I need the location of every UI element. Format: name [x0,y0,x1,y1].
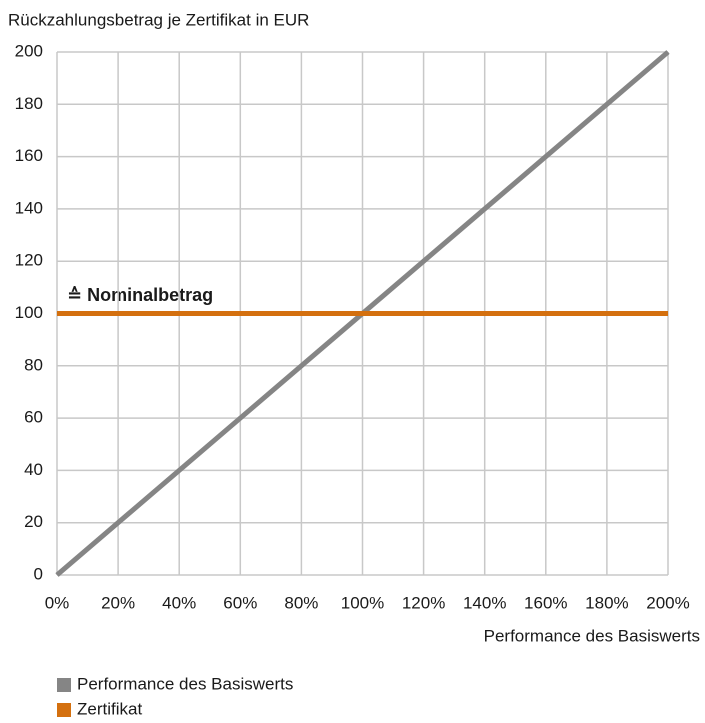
y-tick-label: 20 [24,512,43,531]
x-tick-label: 120% [402,593,445,612]
x-tick-label: 140% [463,593,506,612]
y-tick-label: 160 [15,146,43,165]
x-tick-label: 40% [162,593,196,612]
x-tick-label: 0% [45,593,70,612]
y-tick-label: 80 [24,355,43,374]
y-tick-label: 40 [24,460,43,479]
y-tick-label: 100 [15,303,43,322]
y-tick-label: 200 [15,41,43,60]
y-tick-label: 180 [15,94,43,113]
y-tick-label: 0 [34,564,43,583]
x-tick-label: 100% [341,593,384,612]
annotation: ≙ Nominalbetrag [67,285,213,305]
x-tick-label: 160% [524,593,567,612]
x-tick-label: 180% [585,593,628,612]
y-axis-title: Rückzahlungsbetrag je Zertifikat in EUR [8,10,309,29]
y-tick-label: 140 [15,198,43,217]
y-tick-label: 120 [15,251,43,270]
x-tick-label: 200% [646,593,689,612]
y-tick-label: 60 [24,408,43,427]
x-axis-title: Performance des Basiswerts [484,626,700,645]
legend-label: Performance des Basiswerts [77,674,293,693]
x-tick-label: 80% [284,593,318,612]
legend-label: Zertifikat [77,699,142,718]
legend-swatch [57,678,71,692]
legend-swatch [57,703,71,717]
x-tick-label: 20% [101,593,135,612]
x-tick-label: 60% [223,593,257,612]
